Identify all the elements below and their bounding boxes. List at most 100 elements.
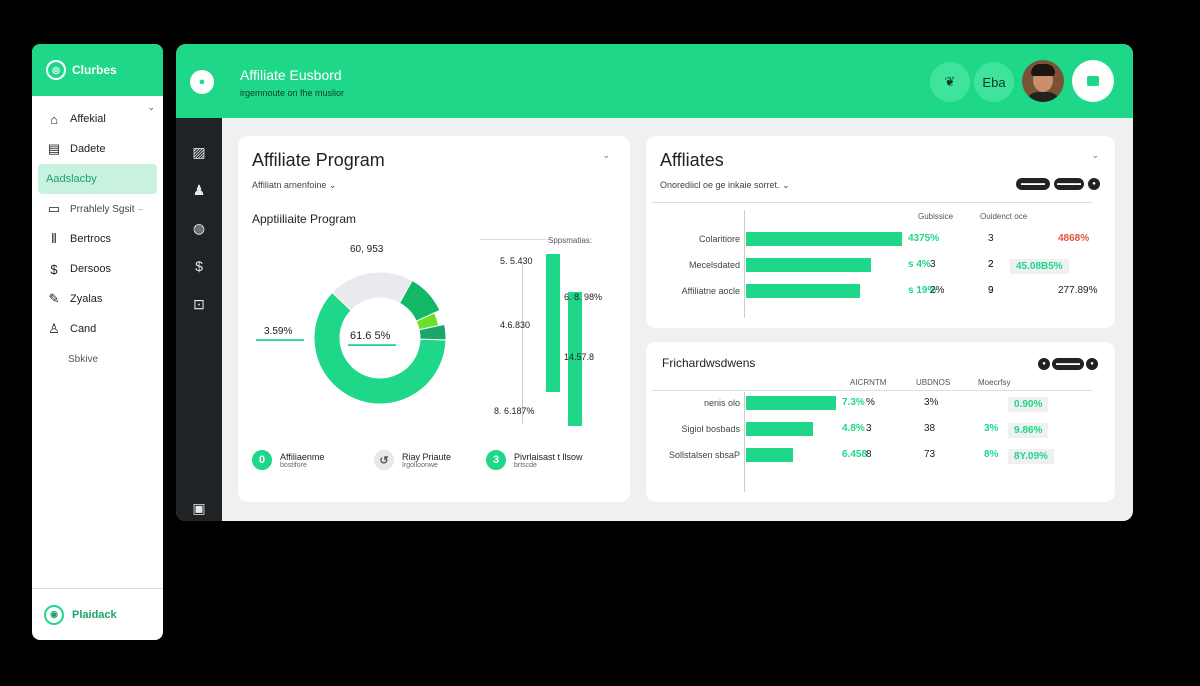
app-window: ● Affiliate Eusbord irgemnoute on fhe mu… [176, 44, 1133, 521]
sidebar-item-label: Affekial [70, 113, 106, 125]
row-value: 6.458 [842, 449, 868, 460]
sidebar-item-label: Sbkive [68, 353, 99, 365]
chevron-down-icon[interactable]: ⌄ [602, 150, 610, 160]
row-label: nenis olo [703, 398, 740, 408]
chevron-down-icon[interactable]: ⌄ [147, 102, 155, 112]
donut-slice [418, 323, 447, 341]
legend-item[interactable]: ↺ Riay Priaute Irgolloonwe [374, 450, 451, 470]
sidebar-footer-label: Plaidack [72, 608, 117, 621]
table-cell: 8% [984, 449, 999, 460]
sidebar-item-label: Cand [70, 323, 97, 335]
globe-icon[interactable]: ◍ [192, 219, 206, 236]
sidebar-item-prrahlely[interactable]: ▭ Prrahlely Sgsit – [32, 194, 163, 224]
row-value: 45.08B5% [1010, 259, 1069, 274]
legend-item[interactable]: 0 Affiliaenme bostifore [252, 450, 324, 470]
card-title: Affliates [660, 150, 724, 170]
money-icon[interactable]: $ [195, 258, 203, 274]
legend-item[interactable]: 3 Pivrlaisast t llsow brtscde [486, 450, 583, 470]
apple-icon[interactable]: ❦ [930, 62, 970, 102]
bar-chart-header: Sppsmatias: [548, 236, 593, 245]
row-bar [746, 448, 793, 462]
affiliate-program-card: Affiliate Program ⌄ Affiliatn arnenfoine… [238, 136, 630, 502]
sidebar-item-label: Prrahlely Sgsit [70, 203, 135, 215]
column-header: Ouidenct oce [980, 212, 1028, 221]
filter-pill[interactable]: ▬▬▬▬ [1054, 178, 1084, 190]
sidebar-item-aadslacby[interactable]: Aadslacby [38, 164, 157, 194]
card-subtitle[interactable]: Affiliatn arnenfoine ⌄ [252, 180, 337, 190]
affiliates-card: Affliates ⌄ Onorediicl oe ge inkaie sorr… [646, 136, 1115, 328]
column-header: UBDNOS [916, 378, 951, 387]
document-icon: ▤ [47, 141, 61, 156]
legend-sub: bostifore [280, 461, 307, 469]
dot-icon[interactable]: ● [1038, 358, 1050, 370]
topbar: ● Affiliate Eusbord irgemnoute on fhe mu… [176, 44, 1133, 118]
sidebar-item-dersoos[interactable]: $ Dersoos [32, 254, 163, 284]
row-value: s 4% [908, 259, 931, 270]
vertical-bar [568, 292, 582, 426]
row-value: 7.3% [842, 397, 865, 408]
sidebar-item-label: Aadslacby [46, 173, 97, 185]
chart-icon[interactable]: ▨ [192, 143, 206, 160]
sidebar-item-cand[interactable]: ♙ Cand [32, 314, 163, 344]
users-icon[interactable]: ♟ [192, 181, 206, 198]
row-bar [746, 284, 860, 298]
bar-label: 14.57.8 [564, 352, 595, 362]
legend-sub: Irgolloonwe [402, 461, 438, 469]
row-value: 0.90% [1008, 397, 1049, 412]
sidebar-item-bertrocs[interactable]: ⦀ Bertrocs [32, 224, 163, 254]
row-label: Colaritiore [698, 234, 740, 244]
table-cell: 8 [866, 449, 872, 460]
row-bar [746, 232, 902, 246]
icon-rail: ▨ ♟ ◍ $ ⊡ ▣ [176, 118, 222, 521]
table-cell: 9 [988, 285, 994, 296]
chevron-down-icon[interactable]: ⌄ [1091, 150, 1099, 160]
sidebar-item-label: Dersoos [70, 263, 111, 275]
table-cell: 38 [924, 423, 936, 434]
sidebar-footer-button[interactable]: ◉ Plaidack [32, 588, 163, 640]
chat-icon[interactable] [1072, 60, 1114, 102]
bar-label: 4.6.830 [500, 320, 531, 330]
row-label: Affiliatne aocle [681, 286, 740, 296]
row-bar [746, 396, 836, 410]
row-bar [746, 258, 871, 272]
section-title: Apptiiliaite Program [252, 212, 357, 226]
legend-badge: 0 [252, 450, 272, 470]
table-cell: 9 [988, 285, 994, 296]
row-value: s 19% [908, 285, 937, 296]
table-cell: 2% [930, 285, 945, 296]
filter-pill[interactable]: ▬▬▬▬ [1052, 358, 1084, 370]
table-cell: 3 [930, 259, 936, 270]
table-cell: 3 [866, 423, 872, 434]
column-header: Gubissice [918, 212, 954, 221]
row-label: Sigiol bosbads [681, 424, 740, 434]
donut-top-label: 60, 953 [350, 244, 384, 255]
sidebar-item-dadete[interactable]: ▤ Dadete [32, 134, 163, 164]
row-label: Sollstalsen sbsaP [668, 450, 740, 460]
avatar[interactable] [1022, 60, 1064, 102]
folder-icon: ▭ [47, 201, 61, 216]
inbox-icon[interactable]: ⊡ [193, 295, 205, 312]
app-logo-icon[interactable]: ● [190, 70, 214, 94]
donut-chart [313, 271, 447, 405]
header-button[interactable]: Eba [974, 62, 1014, 102]
row-value: 277.89% [1058, 285, 1098, 296]
row-value: 4375% [908, 233, 940, 244]
bar-label: 5. 5.430 [500, 256, 533, 266]
add-icon[interactable]: ● [1086, 358, 1098, 370]
support-icon: ◉ [44, 604, 64, 625]
sidebar-item-sbkive[interactable]: Sbkive [32, 344, 163, 374]
page-subtitle: irgemnoute on fhe muslior [240, 88, 345, 98]
image-icon[interactable]: ▣ [192, 499, 206, 516]
row-value: 8Y.09% [1008, 449, 1054, 464]
legend-title: Pivrlaisast t llsow [514, 451, 583, 462]
table-cell: 2 [988, 259, 994, 270]
row-value: 9.86% [1008, 423, 1049, 438]
sidebar-item-affekial[interactable]: ⌂ Affekial [32, 104, 163, 134]
sidebar-item-zyalas[interactable]: ✎ Zyalas [32, 284, 163, 314]
page-title: Affiliate Eusbord [240, 67, 342, 83]
column-header: Moecrfsy [978, 378, 1011, 387]
add-icon[interactable]: ● [1088, 178, 1100, 190]
card-subtitle[interactable]: Onorediicl oe ge inkaie sorret. ⌄ [660, 180, 790, 190]
filter-pill[interactable]: ▬▬▬▬ [1016, 178, 1050, 190]
sidebar-header[interactable]: ◎ Clurbes [32, 44, 163, 96]
